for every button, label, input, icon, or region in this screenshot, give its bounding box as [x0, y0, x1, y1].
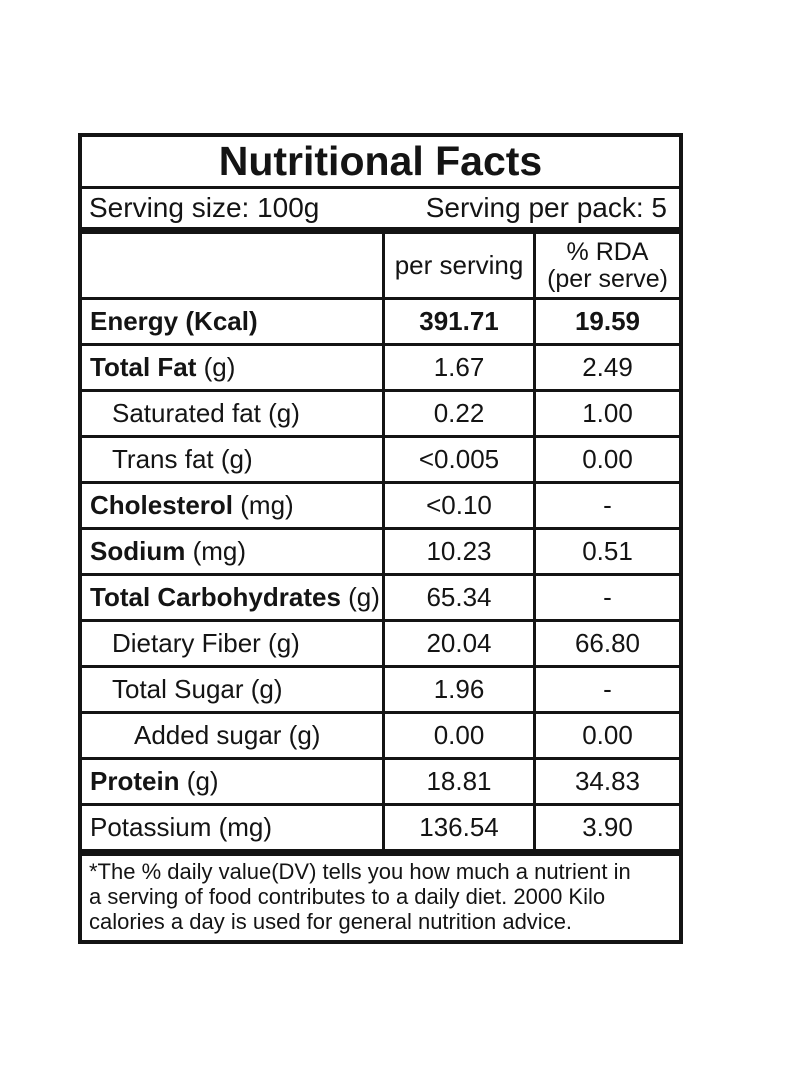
nutrient-name-cell: Energy (Kcal) [82, 300, 382, 343]
nutrient-unit: (g) [196, 352, 236, 382]
rda-value: 34.83 [533, 760, 679, 803]
nutrient-name-cell: Cholesterol (mg) [82, 484, 382, 527]
nutrient-name-cell: Dietary Fiber (g) [82, 622, 382, 665]
per-serving-value: 136.54 [382, 806, 533, 849]
nutrient-name: Saturated fat [112, 398, 261, 428]
nutrient-name-cell: Total Sugar (g) [82, 668, 382, 711]
nutrient-name: Dietary Fiber [112, 628, 261, 658]
rda-value: 19.59 [533, 300, 679, 343]
nutrient-name-cell: Saturated fat (g) [82, 392, 382, 435]
table-row: Added sugar (g) 0.00 0.00 [82, 714, 679, 760]
nutrient-unit: (Kcal) [178, 306, 258, 336]
rda-header-line1: % RDA [566, 237, 649, 266]
nutrient-name: Energy [90, 306, 179, 336]
table-row: Potassium (mg) 136.54 3.90 [82, 806, 679, 849]
label-title: Nutritional Facts [218, 138, 543, 184]
nutrient-unit: (g) [260, 628, 300, 658]
per-serving-value: 18.81 [382, 760, 533, 803]
table-row: Total Fat (g) 1.67 2.49 [82, 346, 679, 392]
nutrient-name: Total Carbohydrates [90, 582, 341, 612]
rda-value: 0.51 [533, 530, 679, 573]
serving-per-pack-text: Serving per pack: 5 [425, 192, 667, 223]
nutrient-unit: (mg) [233, 490, 294, 520]
rda-value: 2.49 [533, 346, 679, 389]
footnote-line: a serving of food contributes to a daily… [89, 884, 606, 909]
nutrient-rows: Energy (Kcal) 391.71 19.59 Total Fat (g)… [82, 300, 679, 849]
rda-value: 3.90 [533, 806, 679, 849]
label-title-row: Nutritional Facts [82, 137, 679, 189]
per-serving-value: 20.04 [382, 622, 533, 665]
per-serving-value: 0.00 [382, 714, 533, 757]
rda-value: - [533, 668, 679, 711]
nutrient-name-cell: Trans fat (g) [82, 438, 382, 481]
nutrient-unit: (g) [260, 398, 300, 428]
table-row: Energy (Kcal) 391.71 19.59 [82, 300, 679, 346]
table-row: Sodium (mg) 10.23 0.51 [82, 530, 679, 576]
footnote-line: calories a day is used for general nutri… [89, 909, 573, 934]
per-serving-value: 65.34 [382, 576, 533, 619]
nutrient-name-cell: Protein (g) [82, 760, 382, 803]
nutrient-name: Potassium [90, 812, 212, 842]
nutrient-unit: (mg) [211, 812, 273, 842]
table-row: Saturated fat (g) 0.22 1.00 [82, 392, 679, 438]
nutrient-name-cell: Total Carbohydrates (g) [82, 576, 382, 619]
rda-header-line2: (per serve) [547, 264, 668, 293]
column-header-per-serving: per serving [382, 234, 533, 297]
per-serving-value: 391.71 [382, 300, 533, 343]
column-header-blank-cell [82, 234, 382, 297]
table-row: Protein (g) 18.81 34.83 [82, 760, 679, 806]
rda-value: 0.00 [533, 438, 679, 481]
per-serving-value: 0.22 [382, 392, 533, 435]
serving-size-text: Serving size: 100g [89, 192, 320, 223]
nutrient-unit: (g) [179, 766, 219, 796]
column-header-row: per serving % RDA (per serve) [82, 234, 679, 300]
rda-value: 66.80 [533, 622, 679, 665]
table-row: Cholesterol (mg) <0.10 - [82, 484, 679, 530]
table-row: Total Carbohydrates (g) 65.34 - [82, 576, 679, 622]
table-row: Trans fat (g) <0.005 0.00 [82, 438, 679, 484]
nutrient-name: Total Fat [90, 352, 197, 382]
nutrient-name-cell: Added sugar (g) [82, 714, 382, 757]
nutrient-name: Trans fat [112, 444, 214, 474]
per-serving-value: <0.10 [382, 484, 533, 527]
nutrition-facts-label: Nutritional Facts Serving size: 100g Ser… [78, 133, 683, 944]
nutrient-name-cell: Potassium (mg) [82, 806, 382, 849]
nutrient-name-cell: Sodium (mg) [82, 530, 382, 573]
per-serving-value: <0.005 [382, 438, 533, 481]
nutrient-name: Protein [90, 766, 180, 796]
nutrient-name: Added sugar [134, 720, 282, 750]
nutrient-name: Sodium [90, 536, 186, 566]
nutrient-unit: (mg) [185, 536, 247, 566]
per-serving-value: 1.96 [382, 668, 533, 711]
rda-value: 1.00 [533, 392, 679, 435]
table-row: Dietary Fiber (g) 20.04 66.80 [82, 622, 679, 668]
nutrient-name: Cholesterol [90, 490, 234, 520]
per-serving-value: 1.67 [382, 346, 533, 389]
rda-value: 0.00 [533, 714, 679, 757]
nutrient-unit: (g) [213, 444, 253, 474]
nutrient-name-cell: Total Fat (g) [82, 346, 382, 389]
footnote-line: *The % daily value(DV) tells you how muc… [89, 859, 631, 884]
nutrient-unit: (g) [340, 582, 380, 612]
nutrient-unit: (g) [243, 674, 283, 704]
rda-value: - [533, 576, 679, 619]
serving-info-row: Serving size: 100g Serving per pack: 5 [82, 189, 679, 234]
footnote: *The % daily value(DV) tells you how muc… [82, 849, 679, 940]
per-serving-value: 10.23 [382, 530, 533, 573]
column-header-rda: % RDA (per serve) [533, 234, 679, 297]
rda-value: - [533, 484, 679, 527]
table-row: Total Sugar (g) 1.96 - [82, 668, 679, 714]
nutrient-unit: (g) [281, 720, 321, 750]
per-serving-header-text: per serving [394, 250, 524, 280]
nutrient-name: Total Sugar [112, 674, 244, 704]
